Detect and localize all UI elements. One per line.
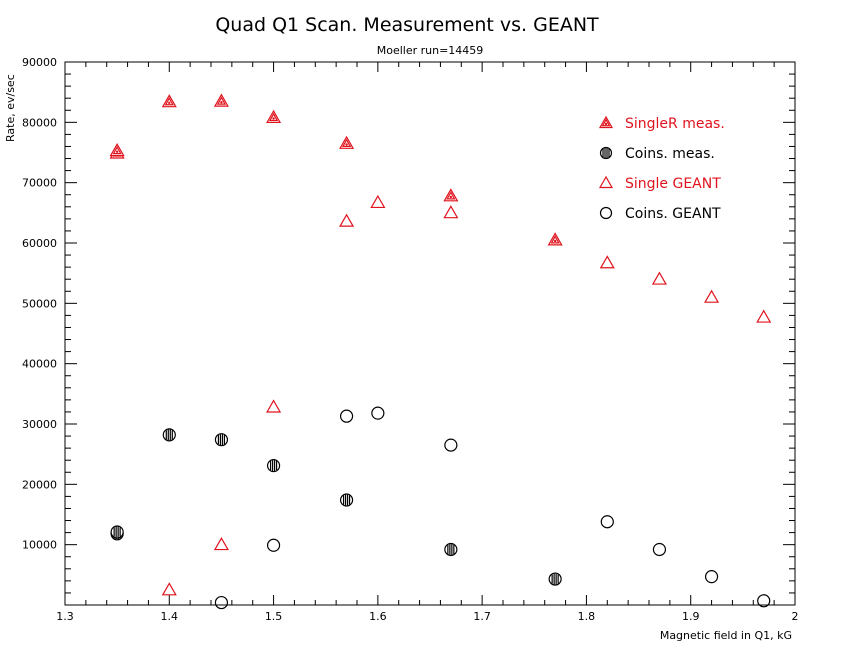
y-tick-label: 50000 <box>22 297 57 310</box>
coins-geant-point <box>704 570 719 584</box>
y-tick-label: 80000 <box>22 116 57 129</box>
coins-geant-point <box>444 438 458 452</box>
x-tick-label: 1.3 <box>56 610 74 623</box>
legend-label: Coins. meas. <box>625 146 715 162</box>
coins-meas-point <box>162 428 176 442</box>
coins-geant-point <box>339 409 354 423</box>
singler-meas-point <box>547 232 563 246</box>
chart-title: Quad Q1 Scan. Measurement vs. GEANT <box>215 14 599 36</box>
singler-meas-point <box>443 188 459 202</box>
y-axis-label: Rate, ev/sec <box>4 74 17 142</box>
x-tick-label: 2 <box>792 610 799 623</box>
legend-label: SingleR meas. <box>625 116 725 132</box>
single-geant-point <box>339 213 355 227</box>
chart-subtitle: Moeller run=14459 <box>377 44 484 57</box>
legend-label: Coins. GEANT <box>625 206 721 222</box>
coins-geant-point <box>600 515 614 529</box>
singler-meas-point <box>213 93 229 107</box>
x-axis-label: Magnetic field in Q1, kG <box>660 629 792 642</box>
y-tick-label: 90000 <box>22 56 57 69</box>
x-tick-label: 1.8 <box>578 610 596 623</box>
y-tick-label: 20000 <box>22 478 57 491</box>
single-geant-point <box>370 194 386 209</box>
single-geant-point <box>161 582 177 596</box>
singler-meas-point <box>339 135 355 149</box>
single-geant-point <box>704 289 720 303</box>
y-tick-label: 70000 <box>22 177 57 190</box>
axis-ticks <box>64 61 796 606</box>
x-tick-label: 1.9 <box>682 610 700 623</box>
y-tick-label: 30000 <box>22 418 57 431</box>
single-geant-point <box>598 175 614 189</box>
legend-label: Single GEANT <box>625 176 721 192</box>
singler-meas-point <box>266 109 282 123</box>
coins-meas-point <box>266 459 281 473</box>
single-geant-point <box>756 309 772 323</box>
coins-geant-point <box>371 406 385 420</box>
y-tick-label: 60000 <box>22 237 57 250</box>
single-geant-point <box>651 271 667 285</box>
coins-geant-point <box>652 542 667 557</box>
coins-meas-point <box>339 493 354 507</box>
x-tick-label: 1.6 <box>369 610 387 623</box>
y-tick-label: 10000 <box>22 539 57 552</box>
y-tick-labels: 10000 20000 30000 40000 50000 60000 70000 80000… <box>22 56 57 552</box>
single-geant-point <box>443 205 459 219</box>
coins-meas-point <box>548 572 562 586</box>
coins-meas-point <box>214 433 229 447</box>
coins-geant-point <box>599 206 613 220</box>
coins-geant-point <box>757 594 771 608</box>
coins-geant-point <box>214 595 229 610</box>
single-geant-point <box>266 399 282 413</box>
y-tick-label: 40000 <box>22 358 57 371</box>
coins-meas-point <box>599 146 613 160</box>
plot-frame <box>64 61 796 606</box>
single-geant-point <box>599 255 615 269</box>
coins-meas-point <box>444 542 458 557</box>
x-tick-label: 1.4 <box>161 610 179 623</box>
singler-meas-point <box>161 94 177 108</box>
singler-meas-point <box>598 115 614 129</box>
x-tick-label: 1.5 <box>265 610 283 623</box>
coins-meas-point <box>110 525 124 539</box>
single-geant-point <box>213 536 229 551</box>
x-tick-labels: 1.3 1.4 1.5 1.6 1.7 1.8 1.9 2 <box>56 610 798 623</box>
legend: SingleR meas. Coins. meas. Single GEANT Coi… <box>598 115 725 222</box>
coins-geant-point <box>266 538 281 552</box>
data-points <box>109 93 772 610</box>
x-tick-label: 1.7 <box>473 610 491 623</box>
singler-meas-point <box>109 142 125 157</box>
